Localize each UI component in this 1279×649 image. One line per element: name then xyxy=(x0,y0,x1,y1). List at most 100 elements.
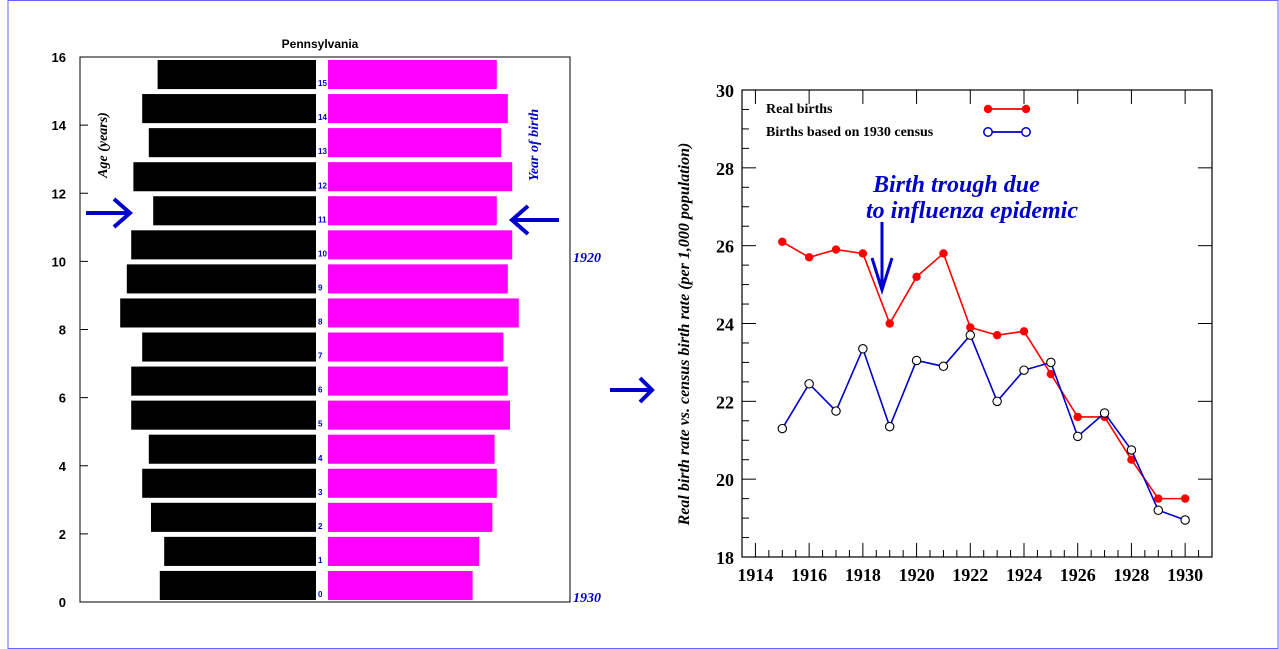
line-x-tick-label: 1924 xyxy=(1006,565,1042,585)
pyramid-right-bar xyxy=(328,94,508,124)
pyramid-left-bar xyxy=(159,570,316,600)
pyramid-y-tick-label: 14 xyxy=(52,118,67,133)
pyramid-y-ticks: 0 2 4 6 8 10 12 14 16 xyxy=(52,50,88,610)
real-births-line xyxy=(781,241,1186,500)
pyramid-left-bar xyxy=(142,94,316,124)
line-y-tick-label: 26 xyxy=(716,237,734,257)
census-births-point xyxy=(992,396,1002,407)
pyramid-left-bar xyxy=(131,366,316,396)
census-births-point xyxy=(1153,505,1164,516)
pyramid-y-tick-label: 12 xyxy=(52,186,66,201)
pyramid-left-bar xyxy=(131,400,316,430)
year-1930-label: 1930 xyxy=(573,591,601,606)
pyramid-age-label: 4 xyxy=(318,454,323,463)
pyramid-age-label: 2 xyxy=(318,522,323,531)
pyramid-age-label: 0 xyxy=(318,590,323,599)
pyramid-age-label: 14 xyxy=(318,113,327,122)
census-births-point xyxy=(1126,445,1137,455)
pyramid-left-bar xyxy=(126,264,316,294)
census-births-point xyxy=(938,361,949,372)
line-chart-ticks: 18 20 22 24 26 28 30 1914 1916 1918 1920 1922 1924 19… xyxy=(716,81,1213,585)
real-births-point xyxy=(885,319,894,328)
pyramid-left-bar xyxy=(133,162,316,192)
pyramid-left-bar xyxy=(157,60,316,90)
census-births-point xyxy=(965,330,976,340)
census-births-point xyxy=(911,355,922,366)
pyramid-y-tick-label: 0 xyxy=(59,595,66,610)
real-births-point xyxy=(1180,494,1190,503)
census-births-point xyxy=(858,344,868,354)
birth-rate-line-chart: 18 20 22 24 26 28 30 1914 1916 1918 1920 1922 1924 19… xyxy=(676,81,1213,585)
line-x-tick-label: 1920 xyxy=(899,565,935,585)
pyramid-age-label: 13 xyxy=(318,147,327,156)
real-births-point xyxy=(804,253,814,262)
pyramid-right-bar xyxy=(328,400,510,430)
census-births-point xyxy=(1180,515,1190,525)
real-births-point xyxy=(1046,369,1056,379)
annotation-line-1: Birth trough due xyxy=(872,172,1040,198)
down-arrow-icon xyxy=(870,222,894,296)
census-births-point xyxy=(884,421,895,432)
line-x-tick-label: 1928 xyxy=(1113,565,1149,585)
pyramid-age-label: 11 xyxy=(318,215,327,224)
pyramid-right-bar xyxy=(328,264,508,294)
line-x-tick-label: 1914 xyxy=(737,565,773,585)
line-y-tick-label: 30 xyxy=(716,81,734,101)
real-births-point xyxy=(778,237,787,246)
line-x-tick-label: 1918 xyxy=(845,565,881,585)
pyramid-age-label: 15 xyxy=(318,79,327,88)
real-births-point xyxy=(992,330,1002,340)
pyramid-right-bar xyxy=(328,570,473,600)
line-x-tick-label: 1922 xyxy=(952,565,988,585)
pyramid-age-label: 6 xyxy=(318,386,323,395)
real-births-point xyxy=(1127,455,1136,464)
census-births-point xyxy=(777,423,788,434)
pyramid-right-bar xyxy=(328,536,480,566)
census-births-point xyxy=(804,379,814,389)
pyramid-age-label: 3 xyxy=(318,488,323,497)
pyramid-age-label: 12 xyxy=(318,181,327,190)
line-legend: Real births Births based on 1930 census xyxy=(766,102,1031,140)
census-births-point xyxy=(831,406,841,416)
year-1920-label: 1920 xyxy=(573,251,601,266)
legend-label-census-births: Births based on 1930 census xyxy=(766,125,934,140)
pyramid-left-bar xyxy=(148,128,316,158)
real-births-point xyxy=(939,249,948,258)
pyramid-age-label: 5 xyxy=(318,420,323,429)
pyramid-left-bar xyxy=(120,298,316,328)
real-births-point xyxy=(966,323,975,332)
census-births-point xyxy=(1072,431,1083,442)
legend-label-real-births: Real births xyxy=(766,102,833,117)
legend-marker-census-births xyxy=(983,127,993,137)
pyramid-y-tick-label: 6 xyxy=(59,391,66,406)
real-births-point xyxy=(1154,494,1163,503)
pyramid-age-label: 10 xyxy=(318,249,327,258)
right-arrow-icon xyxy=(508,204,559,236)
pyramid-title: Pennsylvania xyxy=(282,37,359,51)
legend-marker-real-births-end xyxy=(1021,104,1031,114)
line-y-tick-label: 24 xyxy=(716,315,734,335)
pyramid-right-bar xyxy=(328,366,508,396)
pyramid-y-tick-label: 2 xyxy=(59,527,66,542)
line-plot-frame xyxy=(741,89,1213,558)
line-x-tick-label: 1916 xyxy=(791,565,827,585)
pyramid-left-bar xyxy=(142,468,316,498)
line-x-tick-label: 1926 xyxy=(1060,565,1096,585)
pyramid-age-label: 7 xyxy=(318,352,323,361)
annotation-line-2: to influenza epidemic xyxy=(866,198,1078,224)
pyramid-right-bar xyxy=(328,162,513,192)
pyramid-bars xyxy=(120,60,519,600)
pyramid-y-tick-label: 8 xyxy=(59,323,66,338)
line-y-tick-label: 28 xyxy=(716,159,734,179)
pyramid-age-label: 8 xyxy=(318,318,323,327)
pyramid-left-bar xyxy=(131,230,316,260)
pyramid-left-bar xyxy=(148,434,316,464)
line-y-tick-label: 20 xyxy=(716,470,734,490)
line-x-tick-label: 1930 xyxy=(1167,565,1203,585)
pyramid-right-bar xyxy=(328,502,493,532)
pyramid-left-bar xyxy=(153,196,316,226)
pyramid-left-bar xyxy=(142,332,316,362)
